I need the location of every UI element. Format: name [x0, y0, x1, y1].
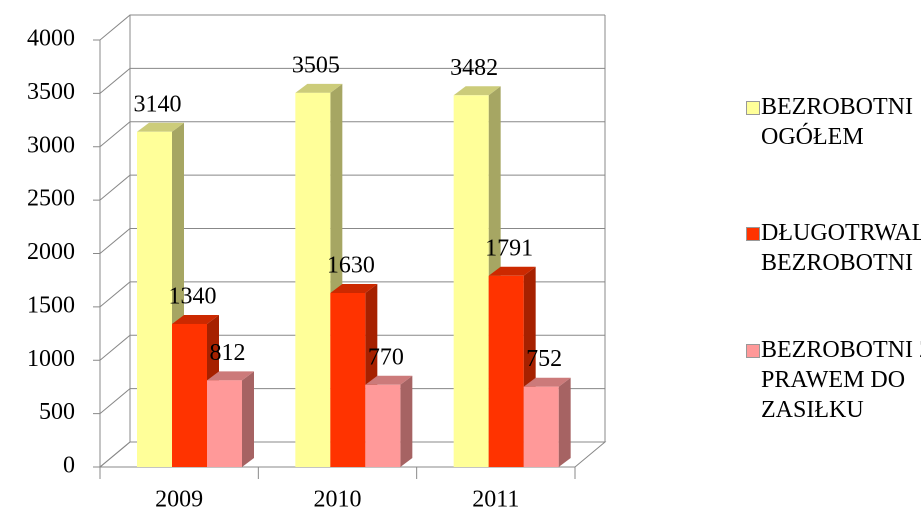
bar-top — [207, 371, 254, 381]
bar-top — [365, 375, 413, 385]
x-tick-label: 2011 — [472, 487, 519, 513]
x-tick-label: 2010 — [314, 487, 362, 513]
y-tick-label: 3500 — [27, 79, 75, 105]
bar-top — [172, 314, 219, 324]
bar — [523, 377, 571, 467]
legend-label: BEZROBOTNI Z PRAWEM DO ZASIŁKU — [761, 337, 921, 423]
bar-side — [400, 375, 413, 467]
y-tick-label: 4000 — [27, 26, 75, 52]
bar-side — [242, 371, 254, 467]
grid-line — [99, 14, 605, 41]
y-tick-label: 0 — [63, 453, 75, 479]
data-label: 752 — [526, 346, 562, 372]
bar-front — [453, 95, 489, 467]
y-tick-label: 2500 — [27, 186, 75, 212]
bar — [207, 371, 254, 467]
bar-front — [295, 92, 331, 467]
y-tick-label: 2000 — [27, 239, 75, 265]
data-label: 1630 — [327, 252, 375, 278]
y-tick-label: 1000 — [27, 346, 75, 372]
legend-label: DŁUGOTRWALE BEZROBOTNI — [761, 220, 921, 276]
data-label: 1340 — [169, 283, 217, 309]
data-label: 1791 — [485, 235, 533, 261]
y-tick-label: 1500 — [27, 292, 75, 318]
bar-side — [558, 377, 571, 467]
legend-swatch — [746, 227, 760, 241]
bar-front — [523, 386, 559, 467]
bar-top — [453, 86, 501, 96]
legend-swatch — [746, 344, 760, 358]
bar-front — [207, 380, 242, 467]
y-tick-label: 500 — [39, 399, 75, 425]
data-label: 770 — [368, 344, 404, 370]
bar-front — [172, 323, 207, 467]
data-label: 3140 — [134, 91, 182, 117]
legend-swatch — [746, 101, 760, 115]
bar-front — [137, 131, 172, 467]
data-label: 3505 — [292, 52, 340, 78]
bar-top — [523, 377, 571, 387]
data-label: 3482 — [450, 55, 498, 81]
grid-line — [99, 67, 605, 94]
x-tick-label: 2009 — [155, 487, 203, 513]
data-label: 812 — [210, 340, 246, 366]
bar-top — [330, 283, 378, 293]
y-tick-label: 3000 — [27, 132, 75, 158]
bar-front — [488, 275, 524, 467]
bar-front — [365, 384, 401, 467]
legend-label: BEZROBOTNI OGÓŁEM — [761, 94, 913, 150]
bar-top — [488, 266, 536, 276]
bar — [365, 375, 413, 467]
bar-top — [137, 122, 184, 132]
bar-top — [295, 83, 343, 93]
bar-front — [330, 292, 366, 467]
